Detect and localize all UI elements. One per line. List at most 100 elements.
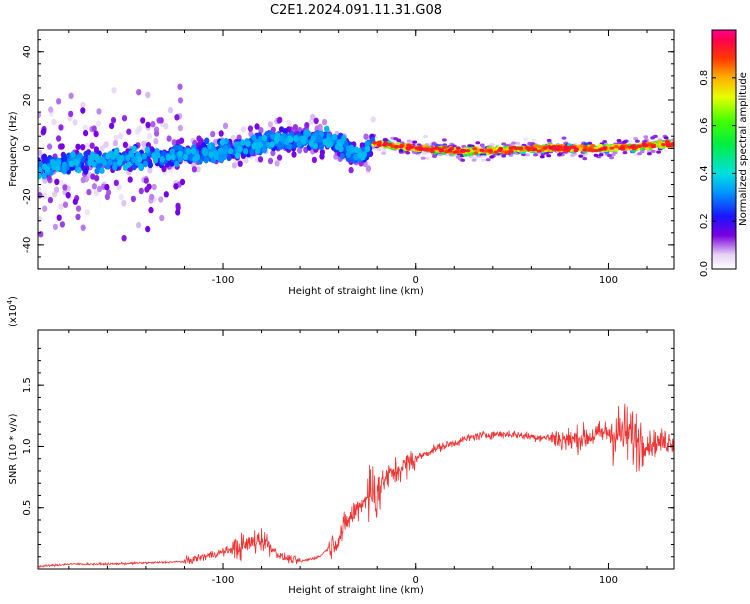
heatmap-cell (612, 150, 618, 155)
heatmap-cell (83, 150, 89, 158)
heatmap-cell (382, 143, 387, 147)
heatmap-cell (542, 146, 548, 150)
heatmap-cell (136, 89, 142, 96)
heatmap-cell (365, 151, 372, 158)
heatmap-cell (312, 142, 318, 150)
heatmap-cell (657, 140, 663, 144)
heatmap-cell (166, 154, 172, 161)
heatmap-cell (602, 140, 608, 144)
heatmap-cell (38, 231, 44, 238)
heatmap-cell (237, 160, 243, 167)
heatmap-cell (292, 124, 298, 131)
heatmap-cell (622, 140, 627, 144)
heatmap-cell (159, 214, 165, 222)
heatmap-cell (365, 145, 371, 152)
heatmap-cell (406, 139, 412, 143)
heatmap-cell (598, 144, 603, 148)
heatmap-cell (76, 166, 82, 174)
heatmap-cell (353, 146, 359, 153)
heatmap-cell (94, 153, 100, 161)
heatmap-cell (455, 146, 461, 150)
heatmap-cell (80, 144, 86, 151)
heatmap-cell (58, 179, 64, 186)
heatmap-cell (126, 128, 132, 135)
heatmap-cell (42, 163, 48, 170)
heatmap-cell (498, 147, 504, 151)
heatmap-cell (617, 141, 622, 145)
heatmap-xlabel: Height of straight line (km) (288, 286, 424, 297)
heatmap-cell (319, 153, 325, 160)
heatmap-cell (146, 183, 152, 190)
heatmap-cell (637, 152, 642, 156)
heatmap-cell (177, 150, 183, 158)
heatmap-cell (597, 148, 603, 152)
heatmap-cell (147, 167, 153, 174)
heatmap-cell (179, 178, 186, 186)
heatmap-cell (393, 137, 399, 141)
heatmap-cell (159, 156, 165, 163)
heatmap-cell (68, 160, 74, 167)
heatmap-cell (38, 186, 42, 194)
heatmap-cell (38, 172, 42, 180)
heatmap-ticks: -100 0 100 -40 -20 0 20 40 (22, 30, 674, 286)
heatmap-cell (169, 148, 175, 155)
heatmap-cell (111, 87, 117, 94)
heatmap-cell (409, 145, 415, 149)
heatmap-cell (118, 132, 124, 140)
heatmap-cell (286, 119, 292, 127)
heatmap-cell (462, 149, 467, 153)
heatmap-cell (578, 154, 584, 158)
heatmap-cell (270, 149, 276, 157)
heatmap-cell (89, 142, 95, 149)
heatmap-cell (56, 135, 62, 142)
heatmap-cell (61, 168, 67, 175)
heatmap-cell (647, 152, 652, 156)
heatmap-cell (151, 183, 157, 191)
heatmap-cell (479, 143, 485, 147)
heatmap-cell (84, 209, 90, 216)
heatmap-cell (84, 142, 90, 150)
heatmap-cell (269, 141, 275, 148)
heatmap-cell (127, 176, 133, 183)
heatmap-cell (405, 146, 411, 150)
x-tick-label: -100 (212, 275, 235, 286)
heatmap-cell (598, 153, 604, 157)
heatmap-cell (257, 156, 264, 163)
heatmap-cell (131, 145, 137, 153)
heatmap-cell (118, 193, 124, 201)
heatmap-cell (158, 196, 164, 203)
heatmap-cell (203, 156, 209, 164)
heatmap-cell (262, 140, 268, 147)
heatmap-cell (546, 138, 552, 143)
heatmap-cell (278, 135, 284, 143)
heatmap-cell (173, 183, 179, 190)
heatmap-cell (94, 175, 100, 182)
heatmap-cell (113, 149, 119, 156)
heatmap-cell (633, 137, 638, 141)
heatmap-cell (420, 156, 426, 160)
heatmap-cell (635, 139, 640, 143)
colorbar-gradient (711, 29, 737, 270)
heatmap-cell (86, 188, 92, 196)
heatmap-cell (179, 137, 185, 144)
heatmap-cell (296, 141, 302, 148)
heatmap-cell (151, 152, 157, 160)
heatmap-cell (504, 151, 510, 155)
heatmap-cell (447, 148, 453, 152)
heatmap-cell (665, 144, 671, 148)
svg-text:(x104): (x104) (6, 296, 19, 327)
heatmap-cell (452, 150, 458, 154)
heatmap-cell (96, 108, 102, 115)
heatmap-cell (136, 125, 142, 133)
heatmap-cell (121, 235, 127, 242)
heatmap-cell (163, 191, 169, 198)
snr-ticks: -100 0 100 0.5 1.0 1.5 (22, 330, 674, 586)
heatmap-cell (99, 145, 105, 152)
heatmap-cell (91, 125, 97, 132)
heatmap-cell (318, 143, 324, 150)
snr-panel: -100 0 100 0.5 1.0 1.5 Height of straight lin… (6, 296, 675, 596)
heatmap-cell (145, 225, 151, 233)
heatmap-cell (525, 146, 531, 150)
heatmap-cell (277, 116, 283, 124)
heatmap-cell (310, 135, 316, 142)
